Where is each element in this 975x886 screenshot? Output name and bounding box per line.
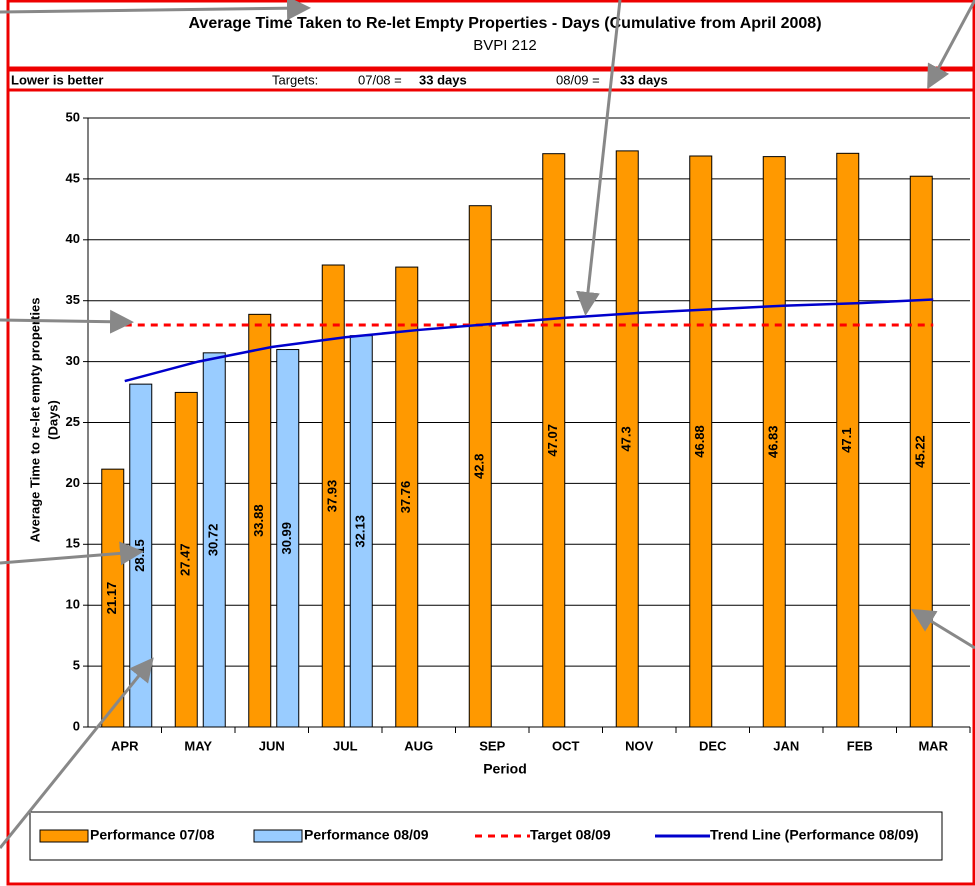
y-tick-label: 15 [66,536,80,551]
legend-label: Target 08/09 [530,827,611,843]
targets-box [6,68,975,92]
data-label: 37.93 [325,480,340,513]
x-tick-label: SEP [479,738,505,753]
x-tick-label: MAR [918,738,948,753]
title-box [6,0,975,70]
y-tick-label: 20 [66,475,80,490]
legend-label: Trend Line (Performance 08/09) [710,827,919,843]
data-label: 45.22 [913,435,928,468]
data-label: 47.1 [839,428,854,453]
note: 08/09 = [556,72,600,87]
data-label: 37.76 [398,481,413,514]
data-label: 46.83 [766,426,781,459]
x-tick-label: JAN [773,738,799,753]
x-tick-label: JUL [333,738,358,753]
data-label: 47.3 [619,426,634,451]
legend-box [29,811,943,861]
chart-title: Average Time Taken to Re-let Empty Prope… [188,15,821,32]
y-tick-label: 50 [66,109,80,124]
data-label: 42.8 [472,454,487,479]
data-label: 30.72 [206,524,221,557]
y-tick-label: 45 [66,170,80,185]
bar [321,264,345,728]
y-tick-label: 30 [66,353,80,368]
note: 33 days [620,72,668,87]
y-tick-label: 0 [73,718,80,733]
data-label: 32.13 [353,515,368,548]
bar [395,266,419,728]
x-tick-label: FEB [847,738,873,753]
bar [542,153,566,728]
data-label: 46.88 [692,425,707,458]
legend-label: Performance 07/08 [90,827,215,843]
bar [276,349,300,728]
x-tick-label: JUN [259,738,285,753]
bar [174,391,198,728]
x-tick-label: MAY [184,738,212,753]
y-tick-label: 10 [66,597,80,612]
bar [689,155,713,728]
y-axis-title: (Days) [45,400,60,440]
bar [202,352,226,728]
x-tick-label: NOV [625,738,654,753]
x-axis-title: Period [483,761,527,777]
note: Lower is better [11,72,103,87]
legend-label: Performance 08/09 [304,827,429,843]
y-tick-label: 40 [66,231,80,246]
bar [468,205,492,728]
x-tick-label: OCT [552,738,580,753]
bar [615,150,639,728]
bar [762,156,786,728]
y-tick-label: 35 [66,292,80,307]
bar [909,175,933,728]
note: Targets: [272,72,318,87]
data-label: 27.47 [178,543,193,576]
bar [836,152,860,728]
data-label: 47.07 [545,424,560,457]
bar [101,468,125,728]
x-tick-label: DEC [699,738,727,753]
chart-subtitle: BVPI 212 [473,37,536,54]
note: 07/08 = [358,72,402,87]
y-tick-label: 5 [73,658,80,673]
data-label: 21.17 [104,582,119,615]
data-label: 28.15 [132,539,147,572]
x-tick-label: APR [111,738,139,753]
bar [248,313,272,728]
x-tick-label: AUG [404,738,433,753]
legend-swatch [39,829,89,843]
data-label: 33.88 [251,504,266,537]
data-label: 30.99 [279,522,294,555]
note: 33 days [419,72,467,87]
y-axis-title: Average Time to re-let empty properties [27,298,42,543]
y-tick-label: 25 [66,414,80,429]
callout-arrows [0,0,975,849]
legend-swatch [253,829,303,843]
trend-line [124,298,934,383]
plot-box [6,88,975,886]
